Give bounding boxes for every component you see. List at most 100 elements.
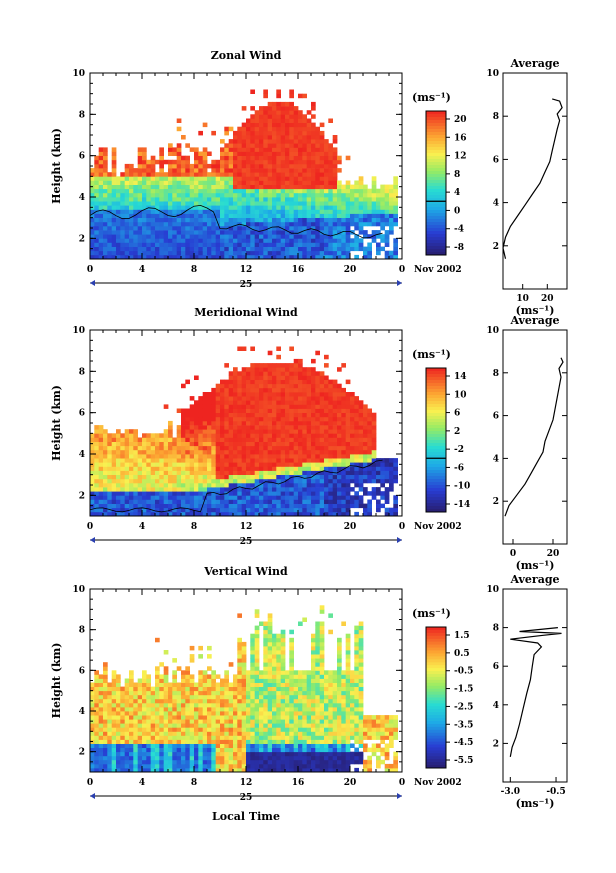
- heatmap-cell: [150, 723, 156, 728]
- heatmap-cell: [250, 139, 255, 144]
- heatmap-cell: [272, 454, 277, 459]
- heatmap-cell: [233, 209, 238, 214]
- heatmap-cell: [354, 425, 359, 430]
- heatmap-cell: [181, 723, 186, 728]
- heatmap-cell: [306, 470, 312, 475]
- heatmap-cell: [116, 454, 121, 459]
- heatmap-cell: [237, 192, 242, 198]
- heatmap-cell: [246, 176, 251, 181]
- heatmap-cell: [181, 706, 186, 712]
- heatmap-cell: [298, 495, 303, 500]
- profile-title: Average: [509, 57, 559, 70]
- heatmap-cell: [298, 433, 303, 438]
- heatmap-cell: [215, 404, 221, 409]
- heatmap-cell: [189, 238, 195, 243]
- heatmap-cell: [176, 213, 182, 218]
- heatmap-cell: [380, 495, 385, 500]
- heatmap-cell: [198, 715, 203, 720]
- heatmap-cell: [237, 184, 242, 190]
- colorbar-segment: [426, 117, 446, 121]
- heatmap-cell: [146, 727, 151, 732]
- heatmap-cell: [120, 702, 125, 708]
- heatmap-cell: [337, 420, 342, 426]
- y-tick-label: 6: [79, 409, 85, 419]
- heatmap-cell: [107, 482, 112, 488]
- heatmap-cell: [124, 763, 130, 769]
- heatmap-cell: [328, 474, 333, 480]
- heatmap-cell: [146, 711, 151, 716]
- colorbar-segment: [426, 219, 446, 223]
- heatmap-cell: [168, 184, 173, 190]
- heatmap-cell: [285, 168, 290, 173]
- heatmap-cell: [94, 180, 99, 185]
- heatmap-cell: [224, 242, 229, 247]
- heatmap-cell: [163, 184, 169, 190]
- heatmap-cell: [285, 396, 290, 401]
- heatmap-cell: [202, 408, 208, 413]
- colorbar-segment: [426, 144, 446, 148]
- heatmap-cell: [289, 503, 294, 509]
- heatmap-cell: [172, 462, 177, 467]
- heatmap-cell: [298, 375, 303, 380]
- heatmap-cell: [168, 470, 173, 475]
- heatmap-cell: [311, 221, 316, 227]
- heatmap-cell: [237, 375, 242, 380]
- heatmap-cell: [228, 416, 234, 422]
- heatmap-cell: [311, 230, 316, 235]
- heatmap-cell: [267, 470, 273, 475]
- heatmap-cell: [246, 400, 251, 405]
- heatmap-cell: [289, 250, 294, 256]
- colorbar-segment: [426, 479, 446, 483]
- heatmap-cell: [315, 143, 320, 148]
- heatmap-cell: [111, 217, 117, 223]
- heatmap-cell: [181, 250, 186, 256]
- heatmap-cell: [237, 168, 242, 173]
- heatmap-cell: [163, 511, 169, 517]
- heatmap-cell: [298, 126, 303, 132]
- heatmap-cell: [350, 470, 355, 475]
- heatmap-cell: [332, 445, 338, 451]
- heatmap-cell: [181, 433, 186, 438]
- heatmap-cell: [94, 246, 99, 252]
- heatmap-cell: [202, 250, 208, 256]
- heatmap-cell: [103, 454, 108, 459]
- heatmap-cell: [159, 727, 164, 732]
- heatmap-cell: [367, 209, 372, 214]
- heatmap-cell: [120, 755, 125, 761]
- heatmap-cell: [172, 711, 177, 716]
- heatmap-cell: [198, 711, 203, 716]
- heatmap-cell: [94, 763, 99, 769]
- heatmap-cell: [350, 217, 355, 223]
- heatmap-cell: [259, 499, 264, 504]
- heatmap-cell: [315, 350, 320, 356]
- heatmap-cell: [185, 221, 190, 227]
- heatmap-cell: [228, 205, 234, 210]
- heatmap-cell: [107, 238, 112, 243]
- heatmap-cell: [137, 470, 143, 475]
- heatmap-cell: [233, 172, 238, 177]
- heatmap-cell: [116, 478, 121, 484]
- heatmap-cell: [302, 209, 307, 214]
- heatmap-cell: [137, 698, 143, 704]
- heatmap-cell: [280, 151, 286, 156]
- heatmap-cell: [194, 192, 199, 198]
- heatmap-cell: [98, 225, 104, 231]
- heatmap-cell: [215, 487, 221, 492]
- heatmap-cell: [332, 192, 338, 198]
- heatmap-cell: [250, 180, 255, 185]
- heatmap-cell: [376, 487, 381, 492]
- heatmap-cell: [302, 396, 307, 401]
- heatmap-cell: [367, 437, 372, 442]
- heatmap-cell: [298, 176, 303, 181]
- heatmap-cell: [315, 238, 320, 243]
- heatmap-cell: [319, 122, 325, 128]
- heatmap-cell: [181, 678, 186, 683]
- heatmap-cell: [224, 197, 229, 202]
- heatmap-cell: [185, 454, 190, 459]
- heatmap-cell: [337, 205, 342, 210]
- heatmap-cell: [181, 176, 186, 181]
- heatmap-cell: [155, 674, 160, 679]
- heatmap-cell: [176, 458, 182, 463]
- heatmap-cell: [259, 180, 264, 185]
- heatmap-cell: [181, 234, 186, 239]
